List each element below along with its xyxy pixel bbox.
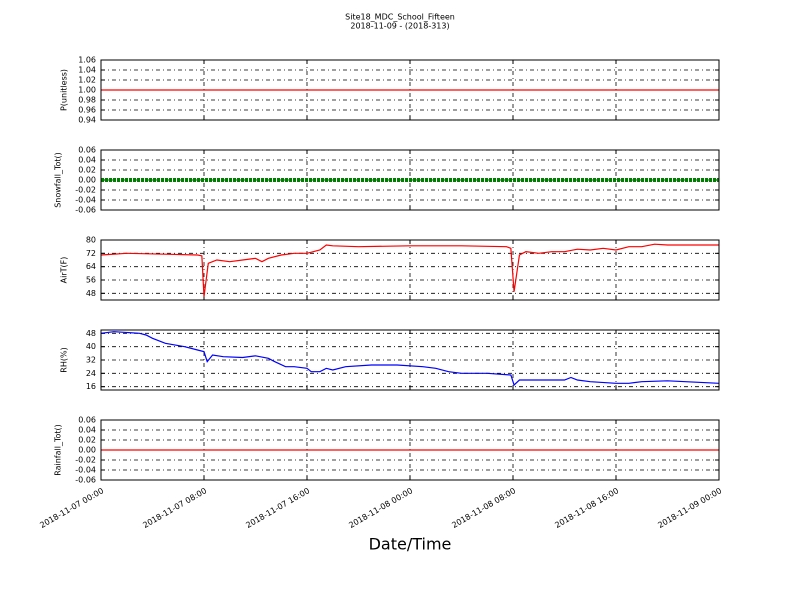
y-tick-label: 0.02	[78, 166, 96, 175]
y-tick-label: 0.94	[78, 116, 96, 125]
y-tick-label: 80	[86, 236, 96, 245]
plot-frame	[100, 59, 720, 121]
y-tick-label: 40	[86, 342, 96, 351]
x-tick-label: 2018-11-07 16:00	[244, 486, 311, 530]
y-tick-label: -0.06	[75, 476, 96, 485]
x-tick-label: 2018-11-08 00:00	[347, 486, 414, 530]
x-tick-label: 2018-11-07 08:00	[141, 486, 208, 530]
y-axis-label: Snowfall_Tot()	[54, 152, 63, 208]
y-tick-label: 0.00	[78, 446, 96, 455]
y-tick-label: 16	[86, 382, 96, 391]
data-line	[100, 331, 720, 387]
y-tick-label: -0.06	[75, 206, 96, 215]
y-tick-label: -0.02	[75, 186, 96, 195]
x-tick-label: 2018-11-08 08:00	[450, 486, 517, 530]
y-tick-label: 1.04	[78, 66, 96, 75]
chart-title: Site18_MDC_School_Fifteen	[345, 13, 455, 22]
plot-frame	[100, 239, 720, 301]
plot-frame	[100, 419, 720, 481]
y-tick-label: 32	[86, 356, 96, 365]
y-tick-label: 0.06	[78, 416, 96, 425]
y-axis-label: AirT(F)	[60, 257, 69, 284]
y-tick-label: 56	[86, 276, 96, 285]
y-tick-label: 0.98	[78, 96, 96, 105]
x-axis-label: Date/Time	[369, 535, 452, 554]
y-tick-label: 1.02	[78, 76, 96, 85]
y-tick-label: 0.04	[78, 426, 96, 435]
y-axis-label: RH(%)	[60, 347, 69, 372]
y-tick-label: 0.96	[78, 106, 96, 115]
y-axis-label: Rainfall_Tot()	[54, 424, 63, 476]
x-tick-label: 2018-11-07 00:00	[38, 486, 105, 530]
y-tick-label: 0.00	[78, 176, 96, 185]
y-tick-label: 48	[86, 329, 96, 338]
y-tick-label: 0.04	[78, 156, 96, 165]
y-tick-label: 0.06	[78, 146, 96, 155]
y-tick-label: 24	[86, 369, 96, 378]
y-tick-label: -0.04	[75, 466, 96, 475]
data-line	[100, 243, 719, 297]
x-tick-label: 2018-11-08 16:00	[553, 486, 620, 530]
y-tick-label: 1.06	[78, 56, 96, 65]
y-tick-label: 64	[86, 262, 96, 271]
y-axis-label: P(unitless)	[60, 69, 69, 111]
plot-frame	[100, 329, 720, 391]
plot-frame	[100, 149, 720, 211]
y-tick-label: -0.04	[75, 196, 96, 205]
y-tick-label: 0.02	[78, 436, 96, 445]
y-tick-label: 72	[86, 249, 96, 258]
x-tick-label: 2018-11-09 00:00	[656, 486, 723, 530]
y-tick-label: -0.02	[75, 456, 96, 465]
y-tick-label: 48	[86, 289, 96, 298]
chart-subtitle: 2018-11-09 - (2018-313)	[350, 22, 449, 31]
y-tick-label: 1.00	[78, 86, 96, 95]
